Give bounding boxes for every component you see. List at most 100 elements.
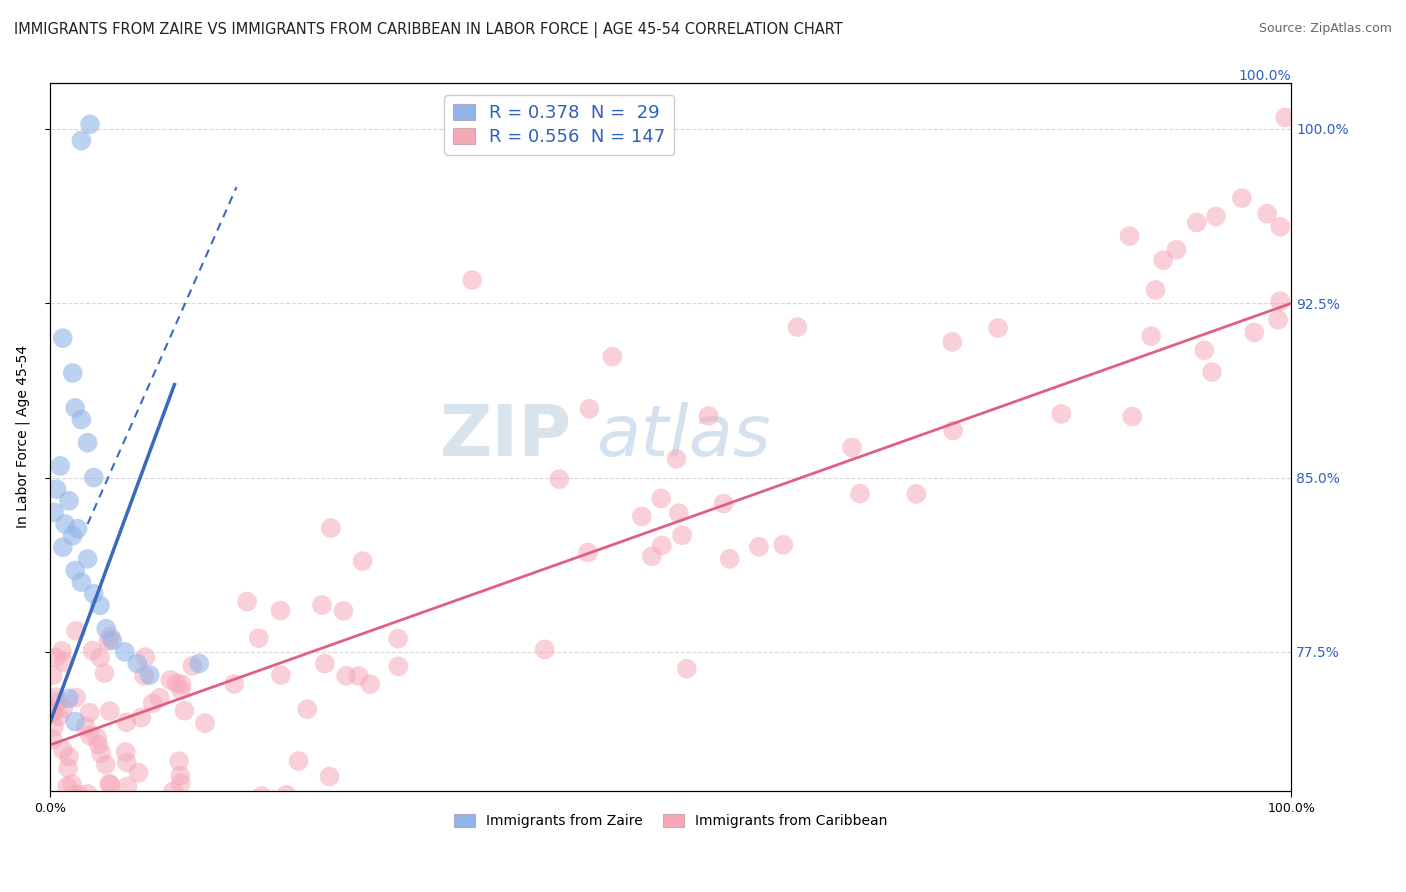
- Point: [772, 538, 794, 552]
- Point: [269, 603, 291, 617]
- Text: ZIP: ZIP: [439, 402, 572, 471]
- Y-axis label: In Labor Force | Age 45-54: In Labor Force | Age 45-54: [15, 345, 30, 528]
- Point: [841, 441, 863, 455]
- Point: [319, 521, 342, 535]
- Point: [786, 320, 808, 334]
- Point: [134, 880, 156, 892]
- Point: [236, 594, 259, 608]
- Point: [83, 587, 105, 601]
- Point: [56, 814, 79, 829]
- Point: [651, 538, 673, 552]
- Point: [576, 545, 599, 559]
- Point: [236, 821, 259, 835]
- Point: [905, 487, 928, 501]
- Point: [42, 720, 65, 734]
- Point: [1194, 343, 1216, 358]
- Point: [181, 659, 204, 673]
- Point: [60, 777, 83, 791]
- Point: [58, 493, 80, 508]
- Point: [533, 642, 555, 657]
- Point: [548, 472, 571, 486]
- Point: [66, 792, 89, 806]
- Point: [387, 632, 409, 646]
- Point: [49, 458, 72, 473]
- Point: [66, 522, 89, 536]
- Point: [58, 749, 80, 764]
- Point: [79, 729, 101, 743]
- Point: [42, 668, 65, 682]
- Point: [132, 669, 155, 683]
- Point: [122, 838, 145, 853]
- Point: [42, 704, 65, 718]
- Point: [169, 769, 191, 783]
- Point: [1121, 409, 1143, 424]
- Point: [79, 117, 101, 131]
- Point: [578, 401, 600, 416]
- Point: [1267, 313, 1289, 327]
- Point: [52, 541, 75, 555]
- Point: [56, 780, 79, 794]
- Text: atlas: atlas: [596, 402, 770, 471]
- Point: [170, 677, 193, 691]
- Point: [87, 738, 110, 752]
- Point: [641, 549, 664, 564]
- Point: [188, 657, 211, 671]
- Point: [173, 704, 195, 718]
- Point: [209, 798, 232, 813]
- Point: [42, 706, 65, 720]
- Point: [461, 273, 484, 287]
- Point: [387, 659, 409, 673]
- Point: [1274, 111, 1296, 125]
- Point: [142, 696, 165, 710]
- Point: [52, 701, 75, 715]
- Point: [63, 714, 86, 729]
- Point: [114, 645, 136, 659]
- Point: [170, 683, 193, 698]
- Point: [42, 879, 65, 892]
- Point: [630, 509, 652, 524]
- Point: [127, 765, 149, 780]
- Point: [1050, 407, 1073, 421]
- Point: [100, 777, 122, 791]
- Point: [51, 644, 73, 658]
- Point: [650, 491, 672, 506]
- Point: [96, 622, 118, 636]
- Point: [98, 777, 121, 791]
- Point: [90, 747, 112, 761]
- Point: [1230, 191, 1253, 205]
- Point: [97, 634, 120, 648]
- Point: [1140, 329, 1163, 343]
- Point: [359, 677, 381, 691]
- Point: [668, 506, 690, 520]
- Point: [48, 709, 70, 723]
- Point: [79, 706, 101, 720]
- Point: [42, 822, 65, 836]
- Point: [297, 702, 319, 716]
- Point: [1205, 210, 1227, 224]
- Point: [314, 657, 336, 671]
- Point: [60, 881, 83, 892]
- Point: [42, 732, 65, 747]
- Point: [1201, 365, 1223, 379]
- Point: [131, 710, 153, 724]
- Point: [75, 720, 97, 734]
- Point: [110, 832, 132, 847]
- Point: [276, 788, 298, 802]
- Point: [117, 780, 139, 794]
- Point: [194, 716, 217, 731]
- Point: [942, 424, 965, 438]
- Point: [1256, 207, 1278, 221]
- Point: [335, 669, 357, 683]
- Point: [602, 350, 624, 364]
- Point: [849, 486, 872, 500]
- Point: [101, 808, 124, 822]
- Point: [941, 334, 963, 349]
- Legend: Immigrants from Zaire, Immigrants from Caribbean: Immigrants from Zaire, Immigrants from C…: [449, 809, 893, 834]
- Point: [1243, 326, 1265, 340]
- Point: [675, 662, 697, 676]
- Point: [101, 633, 124, 648]
- Point: [665, 451, 688, 466]
- Point: [287, 754, 309, 768]
- Point: [62, 366, 84, 380]
- Point: [98, 630, 121, 644]
